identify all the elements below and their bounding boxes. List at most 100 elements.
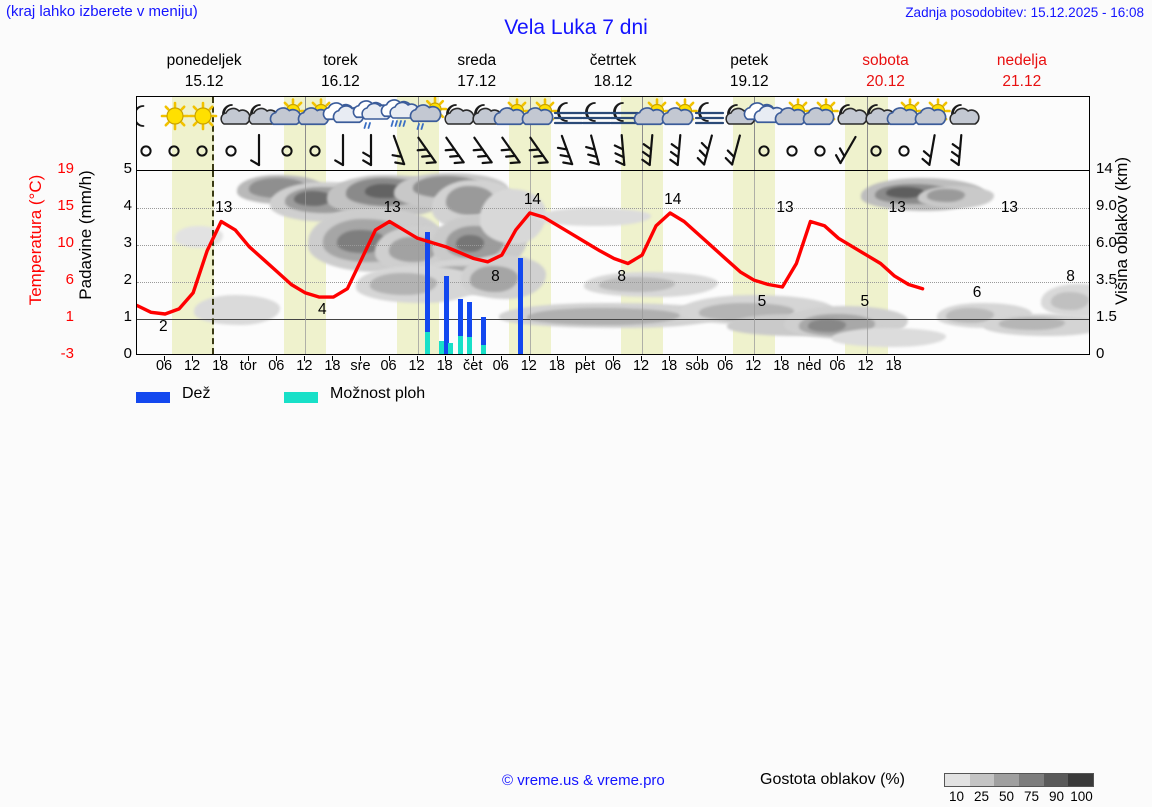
wind-barb [327,133,359,167]
day-separator-5 [754,171,756,354]
temperature-value-label: 13 [215,199,233,217]
time-tick-mark [388,356,390,361]
temperature-value-label: 8 [1066,267,1075,285]
time-tick-21: 12 [745,358,762,374]
time-tick-7: sre [350,358,371,374]
cloud-density-tick-5: 100 [1070,789,1093,804]
cloud-density-blob [998,317,1066,331]
day-header-6: nedelja 21.12 [954,50,1090,94]
day-date: 18.12 [593,73,633,90]
time-tick-10: 18 [436,358,453,374]
time-tick-20: 06 [717,358,734,374]
wind-barb [832,135,864,167]
cloud-density-scale-numbers: 10 25 50 75 90 100 [934,789,1106,807]
time-tick-mark [192,356,194,361]
precipitation-axis-title: Padavine (mm/h) [76,170,95,300]
cloud-density-tick-3: 75 [1023,789,1040,804]
wind-barb [635,133,667,167]
cloud-density-blob [294,191,333,206]
p-ticks-2: 3 [123,234,132,251]
time-tick-mark [332,356,334,361]
time-tick-mark [360,356,362,361]
c-ticks-2: 6.0 [1096,234,1117,251]
t-ticks-5: -3 [60,345,74,362]
copyright-link[interactable]: © vreme.us & vreme.pro [502,772,665,789]
cloud-density-tick-0: 10 [948,789,965,804]
day-date: 21.12 [1002,73,1042,90]
time-tick-mark [444,356,446,361]
time-tick-mark [164,356,166,361]
weather-icon-cloud [743,99,786,135]
weather-icon-panel [136,96,1090,170]
rain-bar [457,298,463,354]
day-header-5: sobota 20.12 [817,50,953,94]
time-tick-mark [697,356,699,361]
time-tick-24: 06 [829,358,846,374]
time-tick-mark [837,356,839,361]
wind-calm-symbol [215,137,247,167]
temperature-value-label: 8 [491,267,500,285]
wind-barb [243,133,275,167]
now-marker-icons [211,97,214,170]
p-ticks-4: 1 [123,308,132,325]
cloud-density-step-3 [1019,774,1044,786]
weather-icon-moon-wind [692,99,724,135]
time-tick-mark [865,356,867,361]
wind-barb [692,134,724,167]
weather-icon-sun-cloud [914,98,951,135]
weather-icon-sun [158,99,190,135]
weather-icon-sun-cloud [634,98,671,135]
day-separator-icons-6 [866,97,868,170]
cloud-density-blob [455,235,485,252]
cloud-density-step-5 [1068,774,1094,786]
cloud-density-legend-label: Gostota oblakov (%) [760,771,905,788]
time-tick-mark [893,356,895,361]
weather-icon-moon-wind [579,99,612,135]
location-menu-note: (kraj lahko izberete v meniju) [6,3,198,20]
day-separator-icons-4 [642,97,644,170]
page-title: Vela Luka 7 dni [504,16,648,39]
p-ticks-3: 2 [123,271,132,288]
temperature-value-label: 13 [776,199,794,217]
day-date: 19.12 [729,73,769,90]
time-tick-mark [500,356,502,361]
wind-barb [720,134,752,167]
time-tick-mark [304,356,306,361]
wind-barb [916,134,948,167]
baseline [137,319,1089,320]
day-separator-icons-1 [305,97,307,170]
temperature-line [137,211,925,316]
shower-bar [481,344,487,354]
day-name: sobota [862,52,909,69]
p-ticks-5: 0 [123,345,132,362]
temperature-value-label: 8 [617,267,626,285]
time-tick-15: pet [574,358,596,374]
shower-bar [448,342,454,354]
showers-legend-label: Možnost ploh [330,385,426,402]
temperature-value-label: 13 [888,199,906,217]
cloud-density-blob [927,189,966,203]
wind-barb [439,136,471,167]
cloud-density-blob [886,187,925,199]
day-name: torek [323,52,358,69]
rain-legend-label: Dež [182,385,211,402]
day-separator-icons-2 [417,97,419,170]
t-ticks-3: 6 [65,271,74,288]
day-header-1: torek 16.12 [272,50,408,94]
time-tick-18: 18 [661,358,678,374]
last-updated: Zadnja posodobitev: 15.12.2025 - 16:08 [905,5,1144,20]
time-tick-13: 12 [520,358,537,374]
day-header-3: četrtek 18.12 [545,50,681,94]
temperature-value-label: 5 [860,292,870,310]
cloud-density-color-bar [944,773,1094,787]
forecast-plot[interactable]: 2 13 4 13 8 14 8 14 5 13 5 13 6 13 8 [136,170,1090,355]
day-separator-3 [529,171,531,354]
temperature-value-label: 5 [757,292,767,310]
now-marker [211,171,214,354]
cloud-density-blob [527,308,680,325]
time-tick-mark [781,356,783,361]
wind-calm-symbol [271,137,303,167]
day-date: 17.12 [457,73,497,90]
time-tick-26: 18 [885,358,902,374]
cloud-density-blob [598,277,675,292]
